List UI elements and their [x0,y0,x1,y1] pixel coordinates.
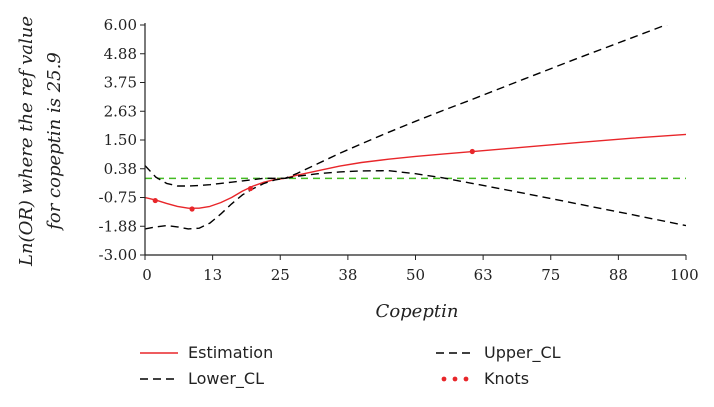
y-tick-label: -3.00 [99,246,137,264]
tick-labels: 6.00 4.88 3.75 2.63 1.50 0.38 -0.75 -1.88 -3.00 0… [99,16,699,284]
x-tick-label: 63 [474,266,493,284]
x-tick-label: 75 [541,266,560,284]
legend-label: Estimation [188,343,273,362]
y-tick-label: 0.38 [104,160,137,178]
legend-label: Lower_CL [188,369,264,389]
y-axis-title-line1: Ln(OR) where the ref value [16,16,37,267]
knot-point [152,197,158,204]
y-axis-title-line2: for copeptin is 25.9 [44,52,65,232]
x-tick-label: 88 [609,266,628,284]
legend-label: Knots [484,369,529,388]
x-tick-label: 25 [271,266,290,284]
y-tick-label: 6.00 [104,16,137,34]
y-tick-label: 4.88 [104,45,137,63]
plot-area [145,25,686,230]
x-tick-label: 50 [406,266,425,284]
x-tick-label: 38 [338,266,357,284]
estimation-line [145,133,686,209]
x-tick-label: 13 [203,266,222,284]
y-tick-label: 3.75 [104,74,137,92]
y-tick-label: -1.88 [99,217,137,235]
x-axis-title: Copeptin [376,301,459,322]
legend-swatch [463,376,469,382]
y-tick-label: -0.75 [99,189,137,207]
upper-cl-line [145,25,668,187]
legend-label: Upper_CL [484,343,561,363]
y-axis-title: Ln(OR) where the ref value for copeptin … [16,16,65,267]
legend-swatch [452,376,458,382]
legend-item-estimation: Estimation [140,343,273,362]
legend-item-upper-cl: Upper_CL [436,343,561,363]
legend-item-knots: Knots [441,369,529,388]
lower-cl-line [145,170,686,230]
x-tick-label: 0 [142,266,152,284]
y-tick-label: 1.50 [104,131,137,149]
legend-item-lower-cl: Lower_CL [140,369,264,389]
x-tick-label: 100 [670,266,699,284]
knot-point [247,185,254,192]
legend-swatch [441,376,447,382]
y-tick-label: 2.63 [104,102,137,120]
axes [140,23,687,260]
knot-point [189,206,195,212]
knot-point [469,148,475,155]
legend: Estimation Upper_CL Lower_CL Knots [140,343,561,389]
